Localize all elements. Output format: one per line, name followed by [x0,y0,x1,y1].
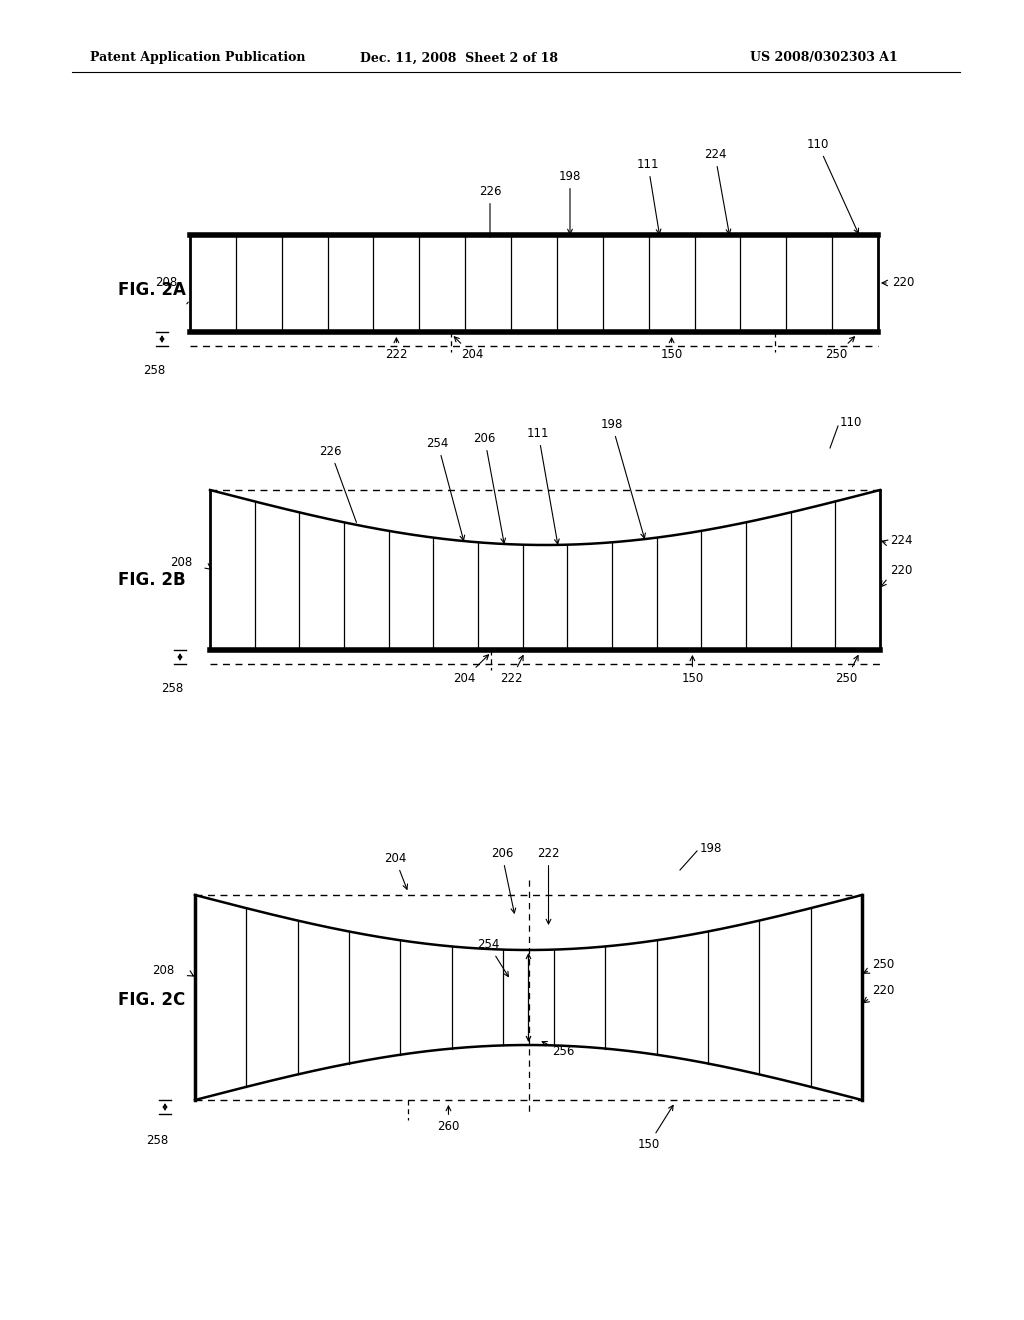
Text: 224: 224 [890,533,912,546]
Text: 222: 222 [501,656,523,685]
Text: 226: 226 [479,185,502,238]
Text: 224: 224 [703,148,731,234]
Text: 150: 150 [660,338,683,360]
Text: 150: 150 [637,1105,673,1151]
Text: 110: 110 [840,416,862,429]
Text: 206: 206 [490,847,516,913]
Text: 254: 254 [477,939,508,977]
Text: 206: 206 [473,432,506,543]
Text: 250: 250 [836,656,858,685]
Text: 254: 254 [427,437,465,540]
Text: 198: 198 [601,418,645,539]
Text: 258: 258 [145,1134,168,1147]
Text: 258: 258 [161,682,183,696]
Text: 198: 198 [700,842,722,854]
Text: 204: 204 [455,337,483,360]
Text: Dec. 11, 2008  Sheet 2 of 18: Dec. 11, 2008 Sheet 2 of 18 [360,51,558,65]
Text: 250: 250 [825,337,854,360]
Text: 220: 220 [872,983,894,997]
Text: 256: 256 [542,1041,574,1059]
Text: 204: 204 [384,851,408,890]
Text: 150: 150 [681,656,703,685]
Text: 110: 110 [807,139,858,234]
Text: 111: 111 [637,158,660,234]
Text: 258: 258 [143,364,165,378]
Text: 208: 208 [170,557,193,569]
Text: Patent Application Publication: Patent Application Publication [90,51,305,65]
Text: 226: 226 [319,445,356,523]
Text: FIG. 2B: FIG. 2B [118,572,185,589]
Text: 250: 250 [872,958,894,972]
Text: US 2008/0302303 A1: US 2008/0302303 A1 [750,51,898,65]
Text: 260: 260 [437,1106,460,1133]
Text: 204: 204 [454,655,488,685]
Text: FIG. 2C: FIG. 2C [118,991,185,1008]
Text: 222: 222 [538,847,560,924]
Text: 220: 220 [892,276,914,289]
Text: 220: 220 [890,564,912,577]
Text: 198: 198 [559,170,582,234]
Text: 208: 208 [152,964,174,977]
Text: 111: 111 [527,426,559,544]
Text: FIG. 2A: FIG. 2A [118,281,186,300]
Text: 208: 208 [155,276,177,289]
Text: 222: 222 [385,338,408,360]
